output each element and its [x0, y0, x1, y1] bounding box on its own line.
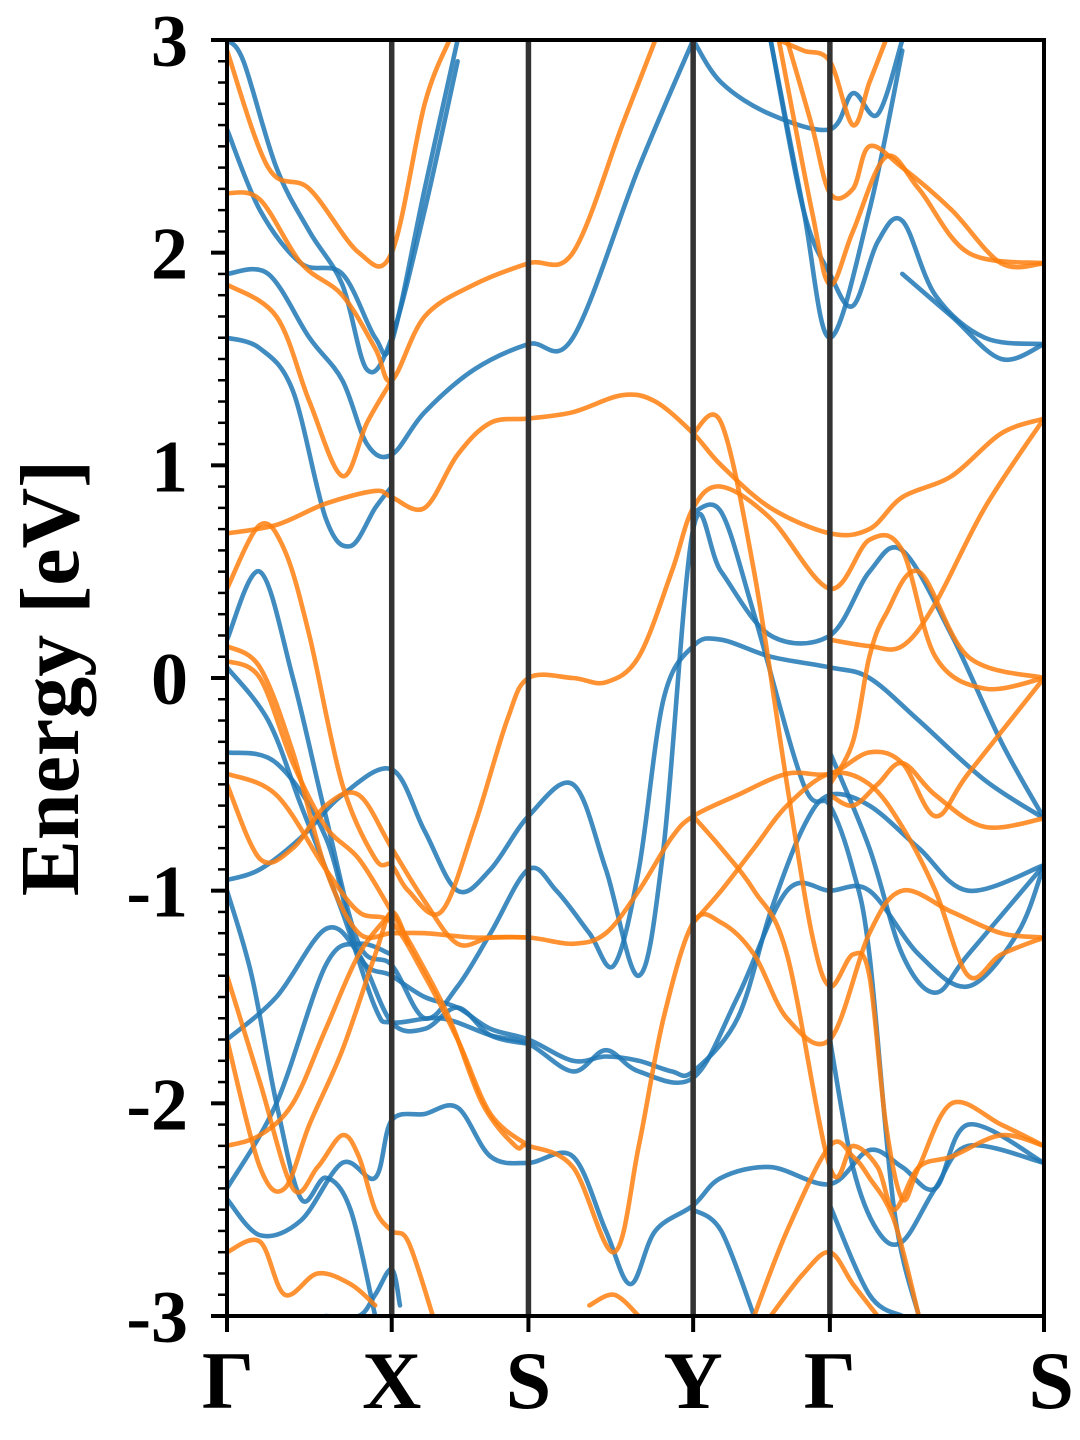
band-line-series-1-22 [323, 1266, 403, 1316]
kpoint-label: Γ [804, 1335, 856, 1426]
band-line-series-1-18 [690, 1207, 757, 1316]
band-line-series-1-6 [227, 925, 531, 1047]
band-line-series-1-8 [227, 1103, 1044, 1287]
band-line-series-2-25 [587, 1292, 642, 1316]
y-tick-label: -2 [126, 1064, 188, 1146]
kpoint-label: S [1028, 1335, 1074, 1426]
kpoint-label: Y [664, 1335, 723, 1426]
band-line-series-1-1 [227, 511, 1044, 979]
y-axis-title: Energy [eV] [4, 460, 97, 896]
kpoint-label: Γ [202, 1335, 254, 1426]
band-line-series-2-3 [227, 282, 394, 479]
band-line-series-2-7 [227, 658, 1044, 1255]
plot-frame [225, 38, 1046, 1318]
plot-border [225, 38, 1046, 1318]
band-line-series-2-21 [776, 40, 1044, 287]
band-line-series-2-4 [227, 392, 1044, 538]
band-line-series-2-2 [227, 40, 658, 384]
y-tick-label: -3 [126, 1277, 188, 1359]
band-line-series-2-22 [827, 416, 1044, 652]
y-axis-ticks: 3 2 1 0 -1 -2 -3 [126, 1, 227, 1359]
y-tick-label: 2 [151, 214, 188, 296]
band-line-series-1-14 [768, 40, 1044, 347]
y-tick-label: 3 [151, 1, 188, 83]
band-line-series-1-11 [227, 335, 394, 549]
band-line-series-2-10 [227, 973, 436, 1316]
band-line-series-2-5 [227, 484, 1044, 917]
band-line-series-1-5 [227, 888, 378, 1316]
band-line-series-2-13 [227, 1237, 378, 1308]
band-line-series-1-21 [827, 1203, 905, 1316]
band-line-series-2-24 [827, 760, 1044, 831]
y-tick-label: 1 [151, 426, 188, 508]
band-line-series-1-9 [227, 40, 460, 357]
band-line-series-2-17 [751, 1139, 922, 1316]
band-line-series-2-15 [690, 813, 1044, 1212]
band-line-series-2-16 [690, 770, 1044, 981]
band-line-series-2-1 [227, 40, 452, 269]
band-lines [227, 40, 1044, 1316]
band-line-series-2-12 [227, 909, 394, 1149]
high-symmetry-lines [388, 40, 833, 1316]
band-line-series-1-20 [827, 750, 1044, 995]
band-line-series-1-16 [900, 271, 1044, 363]
band-line-series-1-17 [690, 502, 922, 1316]
band-line-series-2-14 [690, 412, 1044, 1203]
band-line-series-2-8 [227, 782, 531, 948]
band-line-series-2-20 [784, 40, 1044, 270]
kpoint-label: X [362, 1335, 421, 1426]
kpoint-label: S [506, 1335, 552, 1426]
y-tick-label: -1 [126, 852, 188, 934]
band-line-series-2-19 [776, 40, 889, 128]
y-tick-label: 0 [151, 639, 188, 721]
band-line-series-2-23 [827, 568, 1044, 787]
band-line-series-1-10 [227, 40, 696, 460]
